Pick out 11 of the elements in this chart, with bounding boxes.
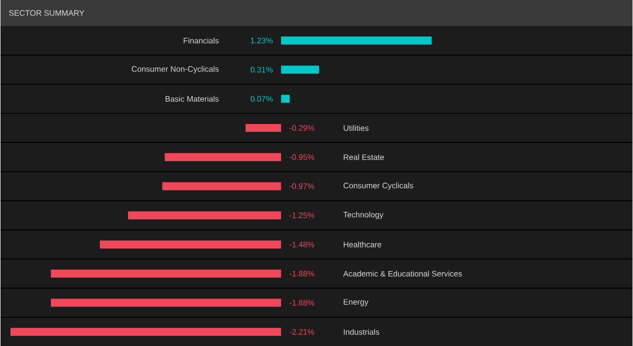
bar: [50, 269, 282, 278]
bar: [281, 65, 320, 74]
bar: [162, 182, 282, 190]
bar: [281, 94, 290, 103]
bar: [128, 211, 282, 220]
bar: [246, 124, 282, 132]
bar: [164, 152, 282, 161]
bar: [281, 36, 432, 44]
bar: [50, 298, 282, 307]
bar: [10, 328, 282, 336]
bar: [100, 240, 282, 248]
